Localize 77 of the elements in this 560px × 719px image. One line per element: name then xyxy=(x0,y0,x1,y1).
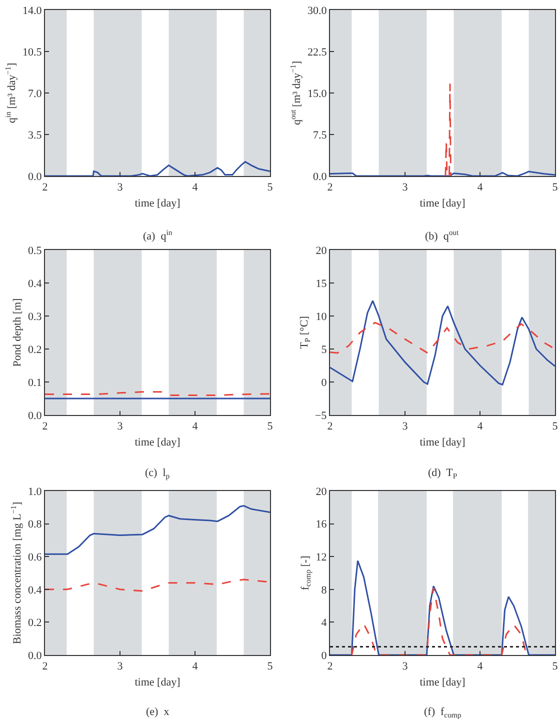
y-tick-label: 30.0 xyxy=(307,4,328,17)
text: (d) T$_{P}$ xyxy=(428,467,458,480)
y-tick-label: 20 xyxy=(316,244,328,257)
y-tick-label: 0 xyxy=(321,650,328,662)
y-tick-label: 7.5 xyxy=(312,129,328,142)
x-tick-label: 5 xyxy=(267,660,274,672)
x-tick-label: 3 xyxy=(402,420,408,432)
y-tick-label: −5 xyxy=(314,410,328,422)
x-tick-label: 2 xyxy=(42,181,48,194)
y-tick-label: 5 xyxy=(321,344,328,356)
y-tick-label: 10.5 xyxy=(22,46,42,58)
x-tick-label: 3 xyxy=(402,181,408,194)
line-series xyxy=(45,505,270,555)
line-series xyxy=(330,300,555,386)
x-axis-title: time [day] xyxy=(134,436,180,448)
x-tick-label: 5 xyxy=(552,660,558,672)
text: (c) l$_{p}$ xyxy=(145,467,170,480)
x-axis-title: time [day] xyxy=(134,198,180,210)
x-tick-label: 5 xyxy=(267,181,274,194)
x-tick-label: 5 xyxy=(552,420,558,432)
line-series xyxy=(330,560,555,655)
y-tick-label: 0.0 xyxy=(28,650,42,662)
line-series xyxy=(330,322,555,354)
y-axis-title: Pond depth [m] xyxy=(12,298,24,367)
x-tick-label: 5 xyxy=(552,181,558,194)
x-tick-label: 4 xyxy=(477,660,484,672)
text: (f) f$_{comp}$ xyxy=(424,706,462,719)
y-tick-label: 0 xyxy=(321,376,328,389)
y-tick-label: 16 xyxy=(316,518,328,531)
y-tick-label: 0.8 xyxy=(28,518,42,531)
x-axis-title: time [day] xyxy=(420,198,466,210)
x-axis-title: time [day] xyxy=(420,676,466,688)
x-tick-label: 4 xyxy=(192,420,198,432)
y-tick-label: 0.3 xyxy=(28,310,42,323)
y-tick-label: 0.4 xyxy=(28,584,42,596)
x-tick-label: 2 xyxy=(327,660,333,672)
line-series xyxy=(45,161,270,176)
y-tick-label: 0.4 xyxy=(28,278,42,290)
y-tick-label: 15.0 xyxy=(307,88,328,100)
x-tick-label: 5 xyxy=(267,420,274,432)
x-tick-label: 4 xyxy=(192,181,198,194)
y-tick-label: 0.2 xyxy=(28,344,42,356)
y-tick-label: 8 xyxy=(321,584,328,596)
y-tick-label: 3.5 xyxy=(28,129,42,142)
x-tick-label: 4 xyxy=(477,420,484,432)
x-tick-label: 3 xyxy=(117,660,124,672)
x-tick-label: 4 xyxy=(192,660,198,672)
y-tick-label: 12 xyxy=(316,551,327,564)
line-series xyxy=(351,587,528,655)
text: (b) q$^{out}$ xyxy=(425,228,460,243)
y-tick-label: 0.1 xyxy=(28,376,42,389)
x-tick-label: 2 xyxy=(42,420,48,432)
y-tick-label: 14.0 xyxy=(22,4,42,17)
text: (a) q$^{in}$ xyxy=(143,228,172,243)
x-tick-label: 3 xyxy=(117,420,124,432)
y-tick-label: 0.5 xyxy=(28,244,42,257)
x-tick-label: 3 xyxy=(117,181,124,194)
text: (e) x xyxy=(146,706,170,718)
y-tick-label: 0.2 xyxy=(28,617,42,630)
y-tick-label: 1.0 xyxy=(28,486,42,498)
y-tick-label: 15 xyxy=(316,278,328,290)
y-tick-label: 22.5 xyxy=(307,46,328,58)
y-tick-label: 4 xyxy=(321,617,328,630)
y-tick-label: 7.0 xyxy=(28,88,42,100)
y-tick-label: 20 xyxy=(316,486,328,498)
y-tick-label: 0.0 xyxy=(312,170,328,183)
x-tick-label: 4 xyxy=(477,181,484,194)
y-tick-label: 10 xyxy=(316,310,328,323)
y-tick-label: 0.6 xyxy=(28,551,42,564)
x-tick-label: 2 xyxy=(327,181,333,194)
x-tick-label: 3 xyxy=(402,660,408,672)
x-axis-title: time [day] xyxy=(420,436,466,448)
x-tick-label: 2 xyxy=(327,420,333,432)
x-tick-label: 2 xyxy=(42,660,48,672)
y-tick-label: 0.0 xyxy=(28,170,42,183)
x-axis-title: time [day] xyxy=(134,676,180,688)
y-tick-label: 0.0 xyxy=(28,410,42,422)
